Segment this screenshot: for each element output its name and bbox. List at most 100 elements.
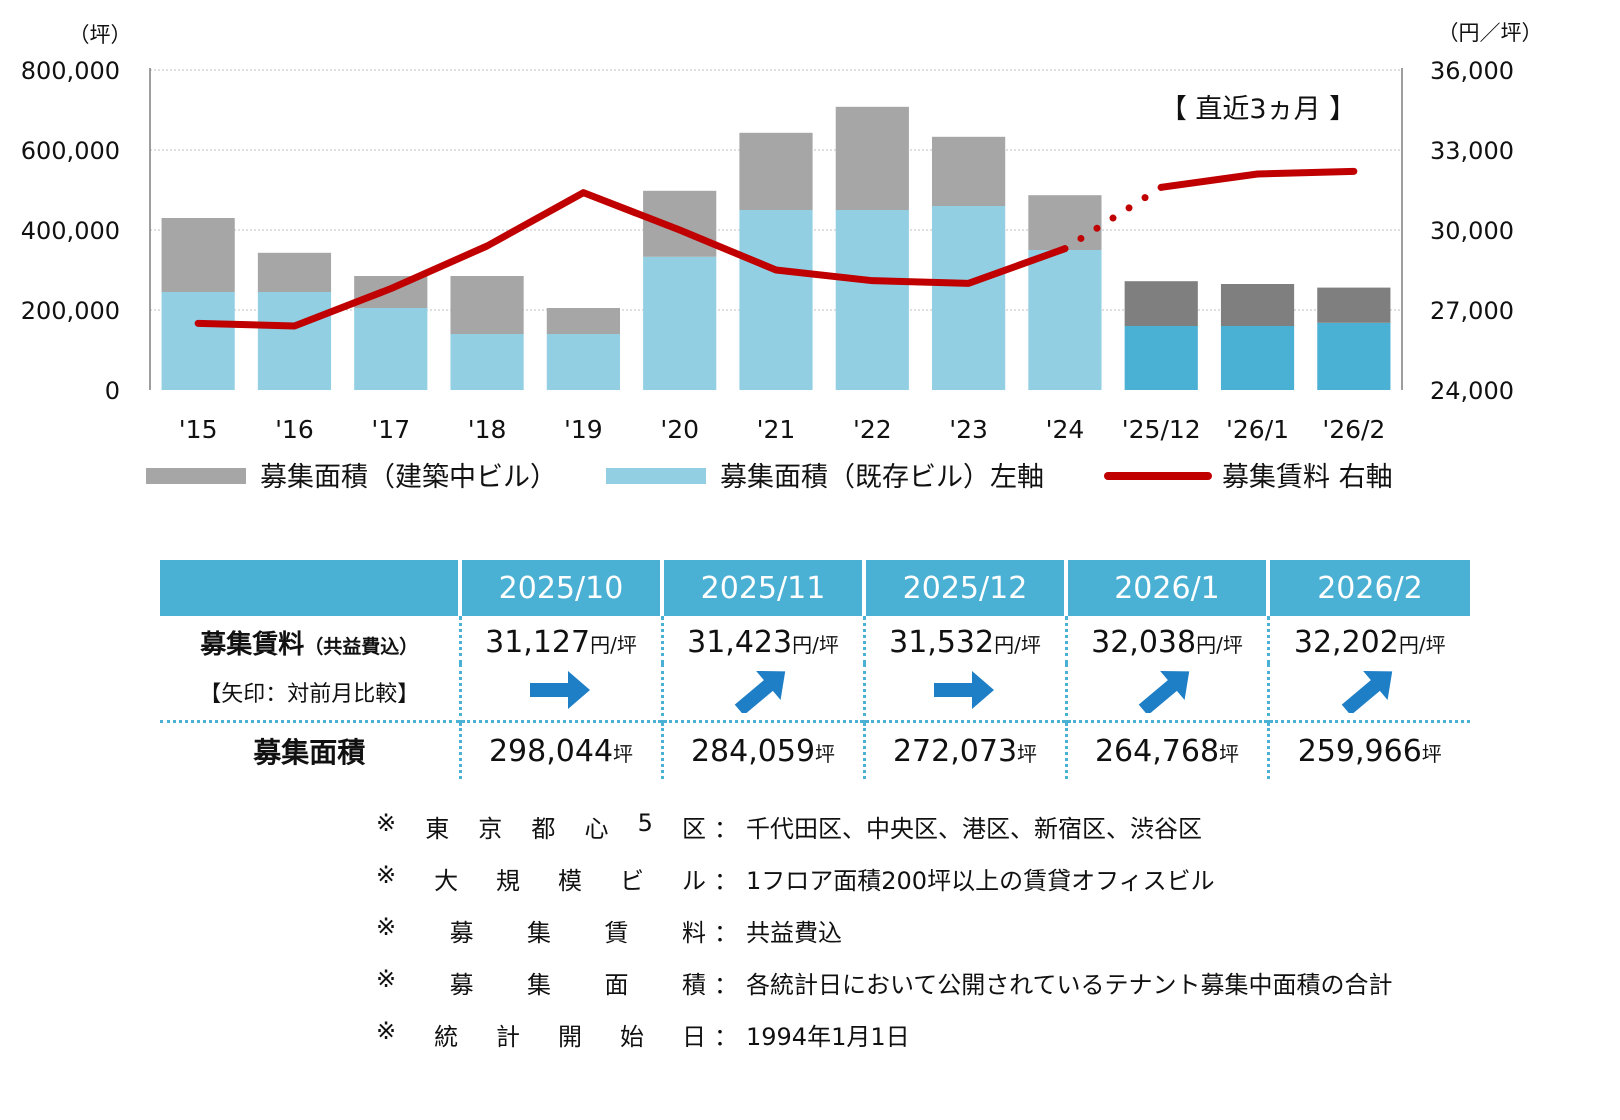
area-unit: 坪 [613,741,634,766]
bar-construction [835,106,909,210]
bar-construction [932,136,1006,206]
rent-label: 募集賃料 [200,629,305,660]
area-value: 264,768 [1094,733,1220,769]
footnote-term-char: ※ [376,808,397,837]
footnote-term: ※ 東京都心 5 区 [376,809,706,844]
x-tick-label: '21 [757,415,796,444]
footnote-definition: 各統計日において公開されているテナント募集中面積の合計 [746,970,1393,999]
x-tick-label: '20 [660,415,699,444]
rent-cell: 32,038円/坪 [1064,616,1268,664]
rent-value: 32,202 [1293,624,1399,660]
rent-value: 31,127 [485,624,591,660]
footnote-term-char: 計 [496,1022,521,1051]
trend-arrow-shape [1341,670,1392,716]
footnote-term-char: 日 [681,1022,706,1051]
rent-value: 31,532 [889,624,995,660]
footnote-term: ※ 募 集 面 積 [376,965,706,1000]
bar-existing [643,256,717,390]
area-unit: 坪 [1421,741,1442,766]
area-unit: 坪 [815,741,836,766]
rent-cell: 31,423円/坪 [660,616,864,664]
right-tick-label: 27,000 [1430,297,1514,325]
x-tick-label: '18 [468,415,507,444]
rent-line-recent [1157,167,1358,191]
month-header: 2025/11 [660,560,864,616]
trend-arrow-icon [934,671,994,709]
month-header: 2025/12 [862,560,1066,616]
bar-construction [257,252,332,292]
trend-cell [1266,664,1470,722]
footnote-term-char: 京 [478,814,503,843]
footnote-term-char: 都 [531,814,556,843]
area-row: 募集面積 298,044坪 284,059坪 272,073坪 264,768坪… [160,720,1470,779]
x-tick-label: '26/2 [1322,415,1385,444]
footnote-term-char: ル [681,866,706,895]
left-tick-label: 200,000 [21,297,120,325]
footnote-term-char: 賃 [604,918,629,947]
bar-existing [450,334,524,390]
footnote-row: ※ 大 規 模 ビ ル ： 1フロア面積200坪以上の賃貸オフィスビル [376,852,1393,904]
bar-construction [1317,287,1391,323]
rent-value: 32,038 [1091,624,1197,660]
footnote-term-char: 面 [604,970,629,999]
left-tick-label: 400,000 [21,217,120,245]
x-tick-label: '17 [371,415,410,444]
rent-label-sub: （共益費込） [304,635,419,658]
footnote-term-char: 積 [681,970,706,999]
footnote-term-char: 5 [637,808,653,837]
rent-unit: 円/坪 [1398,632,1446,657]
rent-row-label: 募集賃料（共益費込） [160,616,460,664]
area-cell: 264,768坪 [1064,720,1268,779]
area-unit: 坪 [1219,741,1240,766]
legend-swatch [606,468,706,484]
bar-existing [546,334,620,390]
footnote-term-char: ※ [376,1016,397,1045]
footnote-term-char: ビ [619,866,644,895]
bar-construction [1220,284,1295,326]
footnote-term-char: 集 [527,970,552,999]
bar-existing [161,292,235,390]
area-unit: 坪 [1017,741,1038,766]
footnote-term-char: 規 [496,866,521,895]
left-tick-label: 600,000 [21,137,120,165]
footnote-term-char: 始 [619,1022,644,1051]
x-tick-label: '23 [949,415,988,444]
footnote-term-char: 統 [434,1022,459,1051]
footnote-term-char: 集 [527,918,552,947]
trend-cell [660,664,864,722]
legend-label: 募集面積（既存ビル）左軸 [720,462,1044,493]
rent-value: 31,423 [687,624,793,660]
footnote-row: ※ 募 集 賃 料 ： 共益費込 [376,904,1393,956]
footnote-term-char: 模 [558,866,583,895]
rent-line [194,189,1069,330]
area-value: 284,059 [690,733,816,769]
rent-cell: 32,202円/坪 [1266,616,1470,664]
left-tick-label: 0 [105,377,120,405]
bar-existing [739,210,813,390]
x-tick-label: '24 [1046,415,1085,444]
footnote-row: ※ 募 集 面 積 ： 各統計日において公開されているテナント募集中面積の合計 [376,956,1393,1008]
left-tick-label: 800,000 [21,57,120,85]
bar-existing [1028,250,1102,390]
rent-unit: 円/坪 [590,632,637,657]
area-value: 272,073 [892,733,1018,769]
area-cell: 272,073坪 [862,720,1066,779]
month-header: 2026/1 [1064,560,1268,616]
x-tick-label: '15 [179,415,218,444]
bar-existing [257,292,332,390]
left-axis-title: （坪） [69,23,132,47]
x-tick-label: '26/1 [1226,415,1289,444]
footnote-term-char: ※ [376,860,397,889]
bar-construction [1028,195,1102,250]
x-tick-label: '16 [275,415,314,444]
bar-construction [450,276,524,334]
footnote-definition: 千代田区、中央区、港区、新宿区、渋谷区 [746,814,1202,843]
table-corner-cell [160,560,460,616]
monthly-summary-table: 2025/10 2025/11 2025/12 2026/1 2026/2 募集… [160,560,1470,779]
area-cell: 284,059坪 [660,720,864,779]
footnote-term-char: 開 [558,1022,583,1051]
rent-cell: 31,532円/坪 [862,616,1066,664]
right-tick-label: 33,000 [1430,137,1514,165]
arrow-row: 【矢印：対前月比較】 [160,664,1470,722]
bar-existing [932,206,1006,390]
